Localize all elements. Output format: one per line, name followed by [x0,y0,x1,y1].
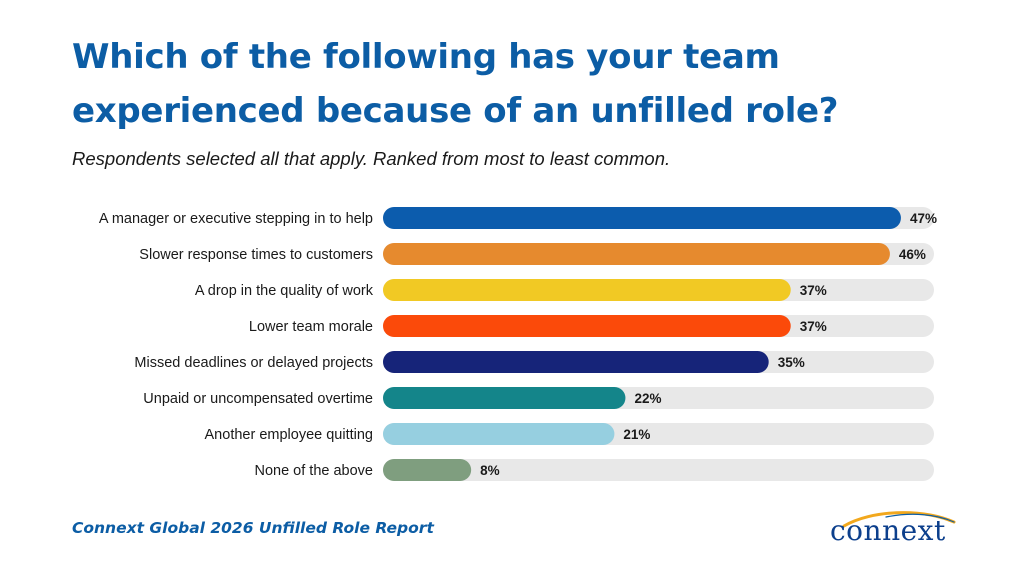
category-label: Slower response times to customers [139,247,373,263]
data-label: 35% [778,355,805,370]
category-label: None of the above [254,463,373,479]
connext-logo: connext [826,508,961,552]
bar [383,207,901,229]
bar [383,423,615,445]
data-label: 46% [899,247,926,262]
category-label: Lower team morale [249,319,373,335]
category-label: Missed deadlines or delayed projects [134,355,373,371]
data-label: 22% [634,391,661,406]
category-label: A drop in the quality of work [195,283,374,299]
data-label: 21% [623,427,650,442]
bar [383,315,791,337]
data-label: 37% [800,319,827,334]
bar [383,351,769,373]
logo-text: connext [830,514,946,547]
bar-chart: A manager or executive stepping in to he… [99,207,937,481]
bar-track [383,459,934,481]
bar [383,459,472,481]
chart-subtitle: Respondents selected all that apply. Ran… [72,148,671,169]
data-label: 47% [910,211,937,226]
data-label: 37% [800,283,827,298]
category-label: A manager or executive stepping in to he… [99,211,373,227]
category-label: Another employee quitting [205,427,373,443]
bar [383,279,791,301]
report-footer: Connext Global 2026 Unfilled Role Report [72,519,434,537]
logo-swoosh-icon [842,511,956,528]
category-label: Unpaid or uncompensated overtime [143,391,373,407]
bar [383,387,626,409]
data-label: 8% [480,463,500,478]
bar [383,243,890,265]
chart-title: Which of the following has your team exp… [72,37,839,131]
